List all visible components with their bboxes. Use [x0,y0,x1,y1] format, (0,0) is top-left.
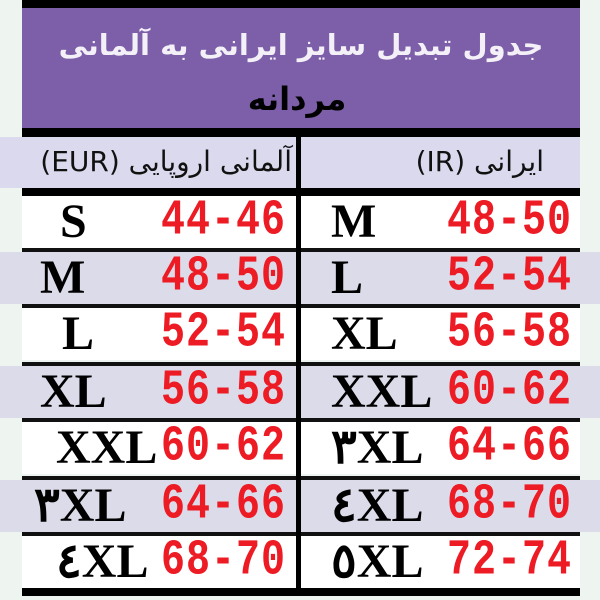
ir-size: ٣XL [331,421,424,474]
table-row: XXL 60-62 [22,419,296,476]
ir-range: 48-50 [446,193,572,250]
eur-range: 64-66 [160,477,286,534]
divider [22,188,580,196]
eur-size: L [62,307,95,360]
eur-size: ٤XL [56,535,149,588]
row-divider [22,362,580,366]
table-row: ٤XL 68-70 [301,477,600,534]
ir-size: ٤XL [331,479,424,532]
ir-range: 52-54 [446,249,572,306]
ir-size: XL [331,307,398,360]
eur-range: 52-54 [160,305,286,362]
eur-size: XXL [56,421,158,474]
table-row: L 52-54 [301,249,600,306]
ir-range: 60-62 [446,363,572,420]
table-row: XL 56-58 [0,363,296,420]
eur-range: 60-62 [160,419,286,476]
eur-size: S [60,195,87,248]
table-row: ٣XL 64-66 [0,477,296,534]
ir-size: XXL [331,365,433,418]
table-row: ٥XL 72-74 [301,533,580,590]
ir-size: ٥XL [331,535,424,588]
table-row: XL 56-58 [301,305,580,362]
ir-range: 72-74 [446,533,572,590]
row-divider [22,476,580,480]
table-row: M 48-50 [0,249,296,306]
table-row: XXL 60-62 [301,363,600,420]
row-divider [22,532,580,536]
bottom-border [22,588,580,596]
eur-range: 56-58 [160,363,286,420]
column-divider [296,137,301,595]
ir-range: 56-58 [446,305,572,362]
ir-range: 68-70 [446,477,572,534]
table-row: ٤XL 68-70 [22,533,296,590]
eur-range: 44-46 [160,193,286,250]
column-header-eur-label: آلمانی اروپایی (EUR) [40,145,292,178]
row-divider [22,304,580,308]
header-banner: جدول تبدیل سایز ایرانی به آلمانی مردانه [22,8,580,128]
eur-size: ٣XL [34,479,127,532]
divider [22,128,580,137]
table-row: S 44-46 [22,193,296,250]
column-header-ir-label: ایرانی (IR) [415,145,544,178]
table-row: M 48-50 [301,193,580,250]
table-row: L 52-54 [22,305,296,362]
row-divider [22,248,580,252]
ir-range: 64-66 [446,419,572,476]
chart-title: جدول تبدیل سایز ایرانی به آلمانی [58,28,544,62]
eur-range: 68-70 [160,533,286,590]
eur-range: 48-50 [160,249,286,306]
eur-size: M [40,251,86,304]
column-header-eur: آلمانی اروپایی (EUR) [0,137,296,188]
row-divider [22,418,580,422]
column-header-ir: ایرانی (IR) [301,137,580,188]
ir-size: L [331,251,364,304]
chart-subtitle: مردانه [247,80,347,118]
table-row: ٣XL 64-66 [301,419,580,476]
top-border [22,0,580,8]
eur-size: XL [40,365,107,418]
ir-size: M [331,195,377,248]
